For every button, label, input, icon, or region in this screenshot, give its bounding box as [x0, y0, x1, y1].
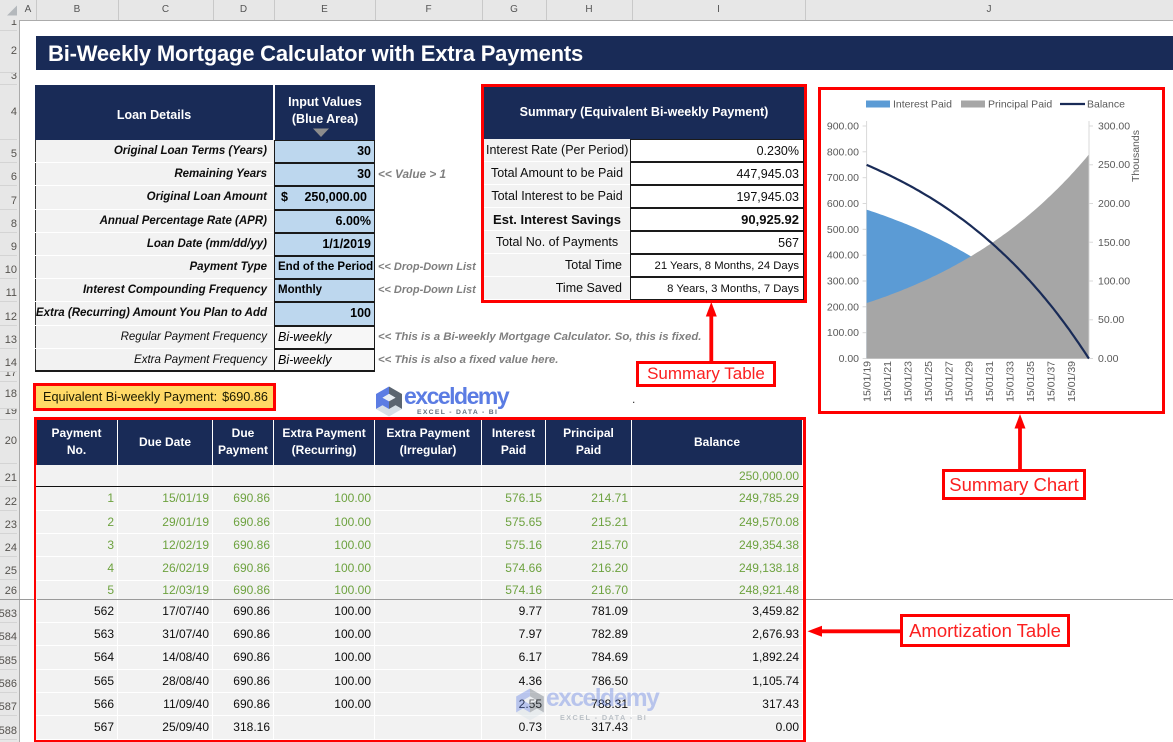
svg-text:15/01/23: 15/01/23 [902, 361, 914, 402]
svg-text:600.00: 600.00 [827, 198, 859, 210]
svg-text:0.00: 0.00 [839, 353, 860, 365]
svg-text:50.00: 50.00 [1098, 314, 1124, 326]
svg-text:200.00: 200.00 [827, 301, 859, 313]
svg-text:400.00: 400.00 [827, 250, 859, 262]
svg-text:Principal Paid: Principal Paid [988, 99, 1052, 111]
svg-text:15/01/21: 15/01/21 [882, 361, 894, 402]
svg-text:300.00: 300.00 [827, 276, 859, 288]
svg-text:700.00: 700.00 [827, 172, 859, 184]
svg-text:500.00: 500.00 [827, 224, 859, 236]
svg-text:15/01/29: 15/01/29 [964, 361, 976, 402]
svg-text:100.00: 100.00 [1098, 276, 1130, 288]
svg-text:15/01/31: 15/01/31 [984, 361, 996, 402]
svg-text:150.00: 150.00 [1098, 237, 1130, 249]
svg-text:200.00: 200.00 [1098, 198, 1130, 210]
svg-text:900.00: 900.00 [827, 121, 859, 133]
svg-text:Interest Paid: Interest Paid [893, 99, 952, 111]
svg-text:15/01/39: 15/01/39 [1066, 361, 1078, 402]
svg-text:15/01/35: 15/01/35 [1025, 361, 1037, 402]
svg-text:800.00: 800.00 [827, 146, 859, 158]
svg-text:300.00: 300.00 [1098, 121, 1130, 133]
svg-text:15/01/33: 15/01/33 [1005, 361, 1017, 402]
svg-text:15/01/37: 15/01/37 [1046, 361, 1058, 402]
svg-text:250.00: 250.00 [1098, 159, 1130, 171]
svg-text:Balance: Balance [1087, 99, 1125, 111]
svg-text:15/01/27: 15/01/27 [943, 361, 955, 402]
svg-text:15/01/19: 15/01/19 [862, 361, 874, 402]
svg-text:100.00: 100.00 [827, 327, 859, 339]
svg-text:Thousands: Thousands [1130, 130, 1142, 182]
svg-text:15/01/25: 15/01/25 [923, 361, 935, 402]
svg-text:0.00: 0.00 [1098, 353, 1119, 365]
